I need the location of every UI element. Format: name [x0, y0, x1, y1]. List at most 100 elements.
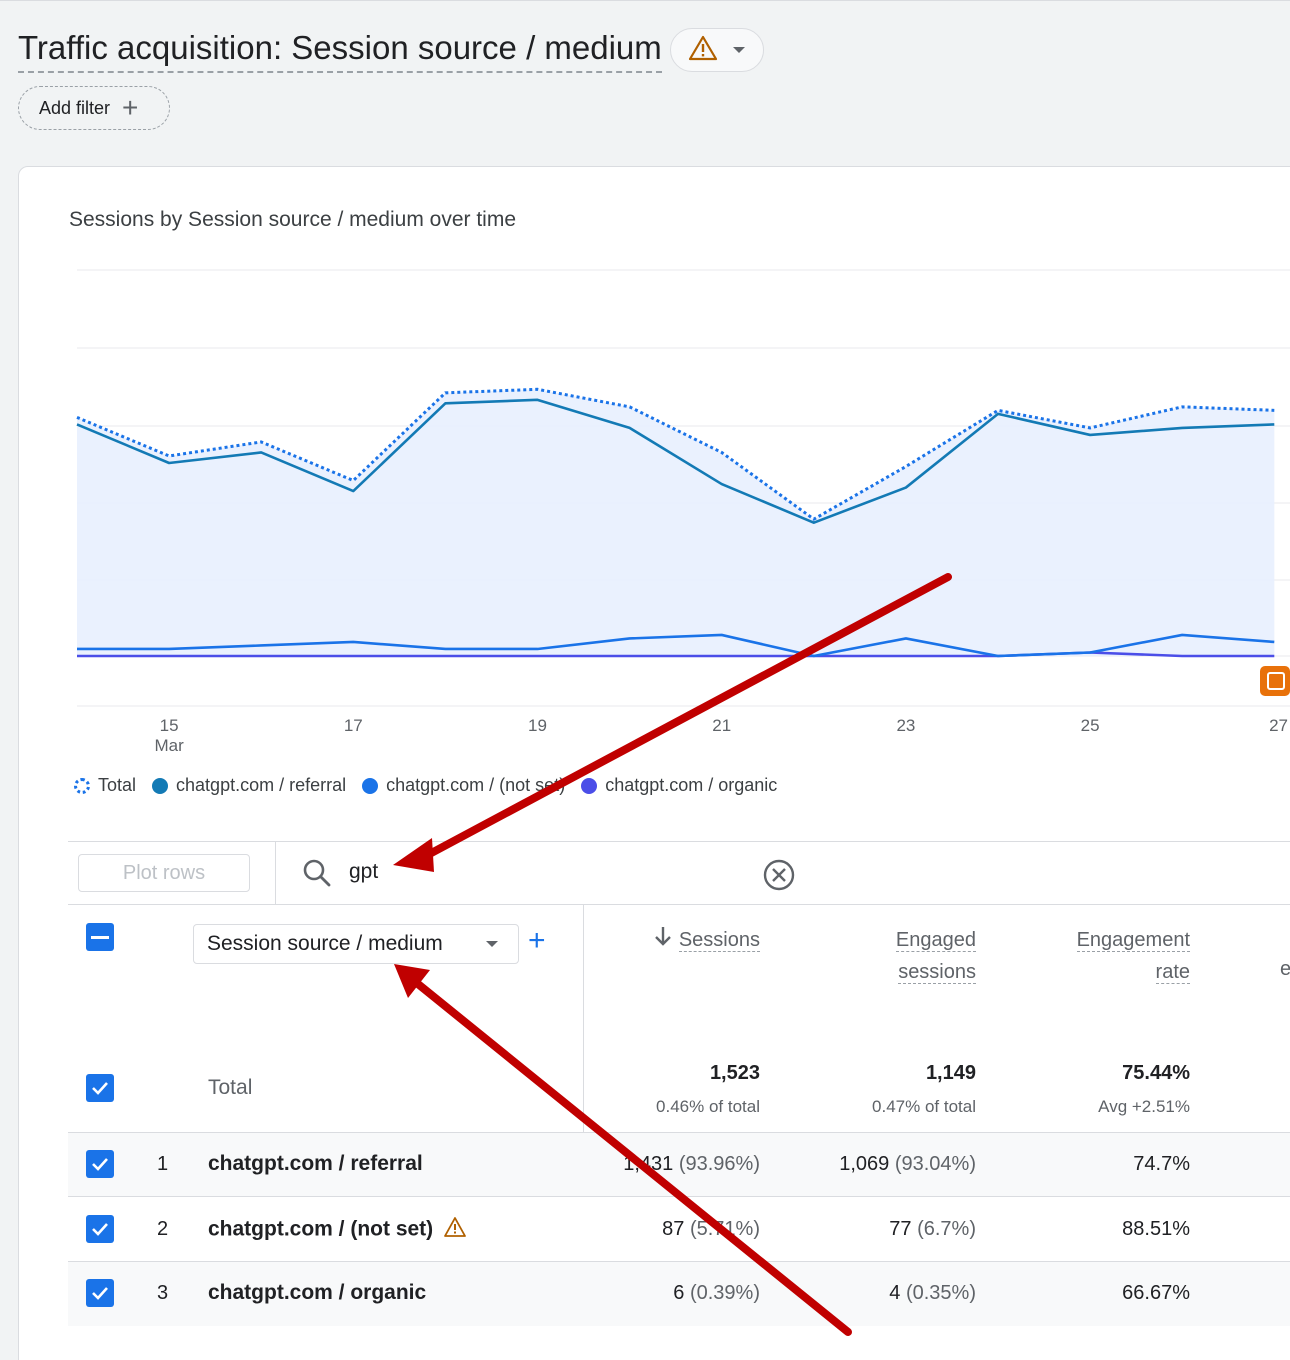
row-number: 3	[157, 1282, 169, 1304]
warning-icon	[443, 1216, 467, 1244]
page-title[interactable]: Traffic acquisition: Session source / me…	[18, 27, 662, 73]
x-tick-label: 15	[160, 716, 179, 735]
check-icon	[92, 1158, 108, 1171]
chevron-down-icon	[486, 941, 498, 947]
legend-swatch-icon	[74, 777, 90, 794]
row-engaged-cell: 77 (6.7%)	[776, 1218, 976, 1241]
insights-icon-inner	[1267, 672, 1285, 690]
add-dimension-button[interactable]: +	[528, 924, 546, 957]
row-engaged-cell: 4 (0.35%)	[776, 1282, 976, 1305]
row-sessions-pct: (5.71%)	[689, 1218, 760, 1240]
legend-swatch-icon	[362, 777, 379, 794]
clear-search-icon[interactable]	[762, 858, 796, 897]
insights-icon	[1260, 666, 1290, 696]
check-icon	[92, 1287, 108, 1300]
row-sessions: 87	[662, 1218, 685, 1240]
warning-icon	[688, 35, 718, 66]
x-tick-label: 25	[1081, 716, 1100, 735]
row-dimension-value: chatgpt.com / (not set)	[208, 1217, 434, 1241]
row-checkbox[interactable]	[86, 1150, 114, 1178]
search-input[interactable]: gpt	[349, 860, 379, 883]
legend-item-organic[interactable]: chatgpt.com / organic	[581, 775, 777, 796]
total-checkbox[interactable]	[86, 1074, 114, 1102]
legend-item-not-set[interactable]: chatgpt.com / (not set)	[362, 775, 565, 796]
row-rate: 74.7%	[1133, 1153, 1190, 1175]
engaged-header-line2: sessions	[898, 961, 976, 984]
row-engaged: 77	[889, 1218, 912, 1240]
legend-label: chatgpt.com / (not set)	[386, 775, 566, 795]
total-sessions-share: 0.46% of total	[656, 1097, 760, 1116]
row-rate: 88.51%	[1122, 1218, 1190, 1240]
chart-legend: Total chatgpt.com / referral chatgpt.com…	[74, 775, 777, 796]
row-number: 2	[157, 1218, 169, 1240]
row-engaged-cell: 1,069 (93.04%)	[776, 1153, 976, 1176]
row-engaged: 4	[889, 1282, 901, 1304]
row-engaged-pct: (6.7%)	[917, 1218, 976, 1240]
row-dimension-value-with-warning[interactable]: chatgpt.com / (not set)	[208, 1216, 467, 1244]
x-tick-label: 17	[344, 716, 363, 735]
line-chart[interactable]: 15 17 19 21 23 25 27 Mar	[0, 0, 1290, 770]
row-engaged: 1,069	[839, 1153, 890, 1175]
toolbar-separator	[275, 842, 276, 904]
row-engaged-pct: (93.04%)	[894, 1153, 976, 1175]
row-sessions-pct: (93.96%)	[678, 1153, 760, 1175]
total-rate: 75.44%	[1122, 1062, 1190, 1084]
table-top-divider	[68, 904, 1290, 905]
sessions-header-label: Sessions	[678, 929, 760, 952]
check-icon	[92, 1223, 108, 1236]
engagement-rate-column-header[interactable]: Engagement rate	[1010, 924, 1190, 988]
series-line	[76, 398, 1275, 524]
check-icon	[92, 1082, 108, 1095]
total-rate-avg: Avg +2.51%	[1098, 1097, 1190, 1116]
legend-label: chatgpt.com / organic	[605, 775, 778, 795]
x-tick-label: 21	[712, 716, 731, 735]
x-tick-label: 23	[896, 716, 915, 735]
x-tick-label: 19	[528, 716, 547, 735]
dimension-select[interactable]: Session source / medium	[193, 924, 519, 964]
search-icon	[302, 858, 332, 893]
row-dimension-value[interactable]: chatgpt.com / organic	[208, 1281, 427, 1304]
legend-label: chatgpt.com / referral	[176, 775, 347, 795]
legend-swatch-icon	[581, 777, 598, 794]
title-row: Traffic acquisition: Session source / me…	[18, 26, 764, 74]
rate-header-line2: rate	[1155, 961, 1190, 984]
report-options-chip[interactable]	[669, 28, 764, 72]
cut-off-column-header: e	[1280, 958, 1290, 980]
row-checkbox[interactable]	[86, 1279, 114, 1307]
top-divider	[0, 0, 1290, 1]
row-sessions-cell: 6 (0.39%)	[560, 1282, 760, 1305]
row-number: 1	[157, 1153, 169, 1175]
row-sessions-pct: (0.39%)	[689, 1282, 760, 1304]
total-row-label: Total	[208, 1076, 253, 1099]
total-engaged: 1,149	[925, 1062, 976, 1084]
chevron-down-icon	[733, 47, 746, 53]
total-sessions: 1,523	[709, 1062, 760, 1084]
row-sessions: 1,431	[623, 1153, 674, 1175]
sessions-column-header[interactable]: Sessions	[600, 924, 760, 957]
plus-icon: +	[122, 92, 139, 123]
total-engaged-share: 0.47% of total	[872, 1097, 976, 1116]
add-filter-button[interactable]: Add filter +	[18, 86, 170, 130]
legend-item-referral[interactable]: chatgpt.com / referral	[152, 775, 346, 796]
row-checkbox[interactable]	[86, 1215, 114, 1243]
dimension-select-label: Session source / medium	[207, 932, 443, 955]
select-all-checkbox[interactable]	[86, 923, 114, 951]
minus-icon	[91, 935, 109, 939]
legend-label: Total	[98, 775, 137, 795]
row-dimension-value[interactable]: chatgpt.com / referral	[208, 1152, 423, 1175]
x-month-label: Mar	[154, 736, 184, 755]
legend-swatch-icon	[152, 777, 169, 794]
chart-title: Sessions by Session source / medium over…	[69, 208, 517, 231]
row-engaged-pct: (0.35%)	[905, 1282, 976, 1304]
add-filter-label: Add filter	[39, 97, 111, 118]
row-sessions-cell: 1,431 (93.96%)	[560, 1153, 760, 1176]
engaged-sessions-column-header[interactable]: Engaged sessions	[800, 924, 976, 988]
legend-item-total[interactable]: Total	[74, 775, 136, 796]
total-area	[77, 389, 1275, 656]
sort-desc-icon	[653, 925, 673, 957]
plot-rows-button[interactable]: Plot rows	[78, 854, 250, 892]
row-rate: 66.67%	[1122, 1282, 1190, 1304]
engaged-header-line1: Engaged	[895, 929, 976, 952]
row-sessions-cell: 87 (5.71%)	[560, 1218, 760, 1241]
x-tick-label: 27	[1269, 716, 1288, 735]
